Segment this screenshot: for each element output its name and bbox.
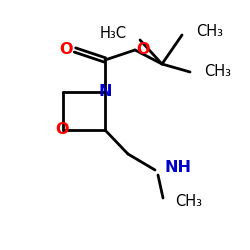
Text: CH₃: CH₃ — [196, 24, 223, 38]
Text: O: O — [59, 42, 73, 56]
Text: O: O — [136, 42, 150, 56]
Text: NH: NH — [165, 160, 192, 176]
Text: CH₃: CH₃ — [175, 194, 202, 208]
Text: H₃C: H₃C — [100, 26, 127, 40]
Text: N: N — [98, 84, 112, 100]
Text: O: O — [55, 122, 69, 138]
Text: CH₃: CH₃ — [204, 64, 231, 80]
